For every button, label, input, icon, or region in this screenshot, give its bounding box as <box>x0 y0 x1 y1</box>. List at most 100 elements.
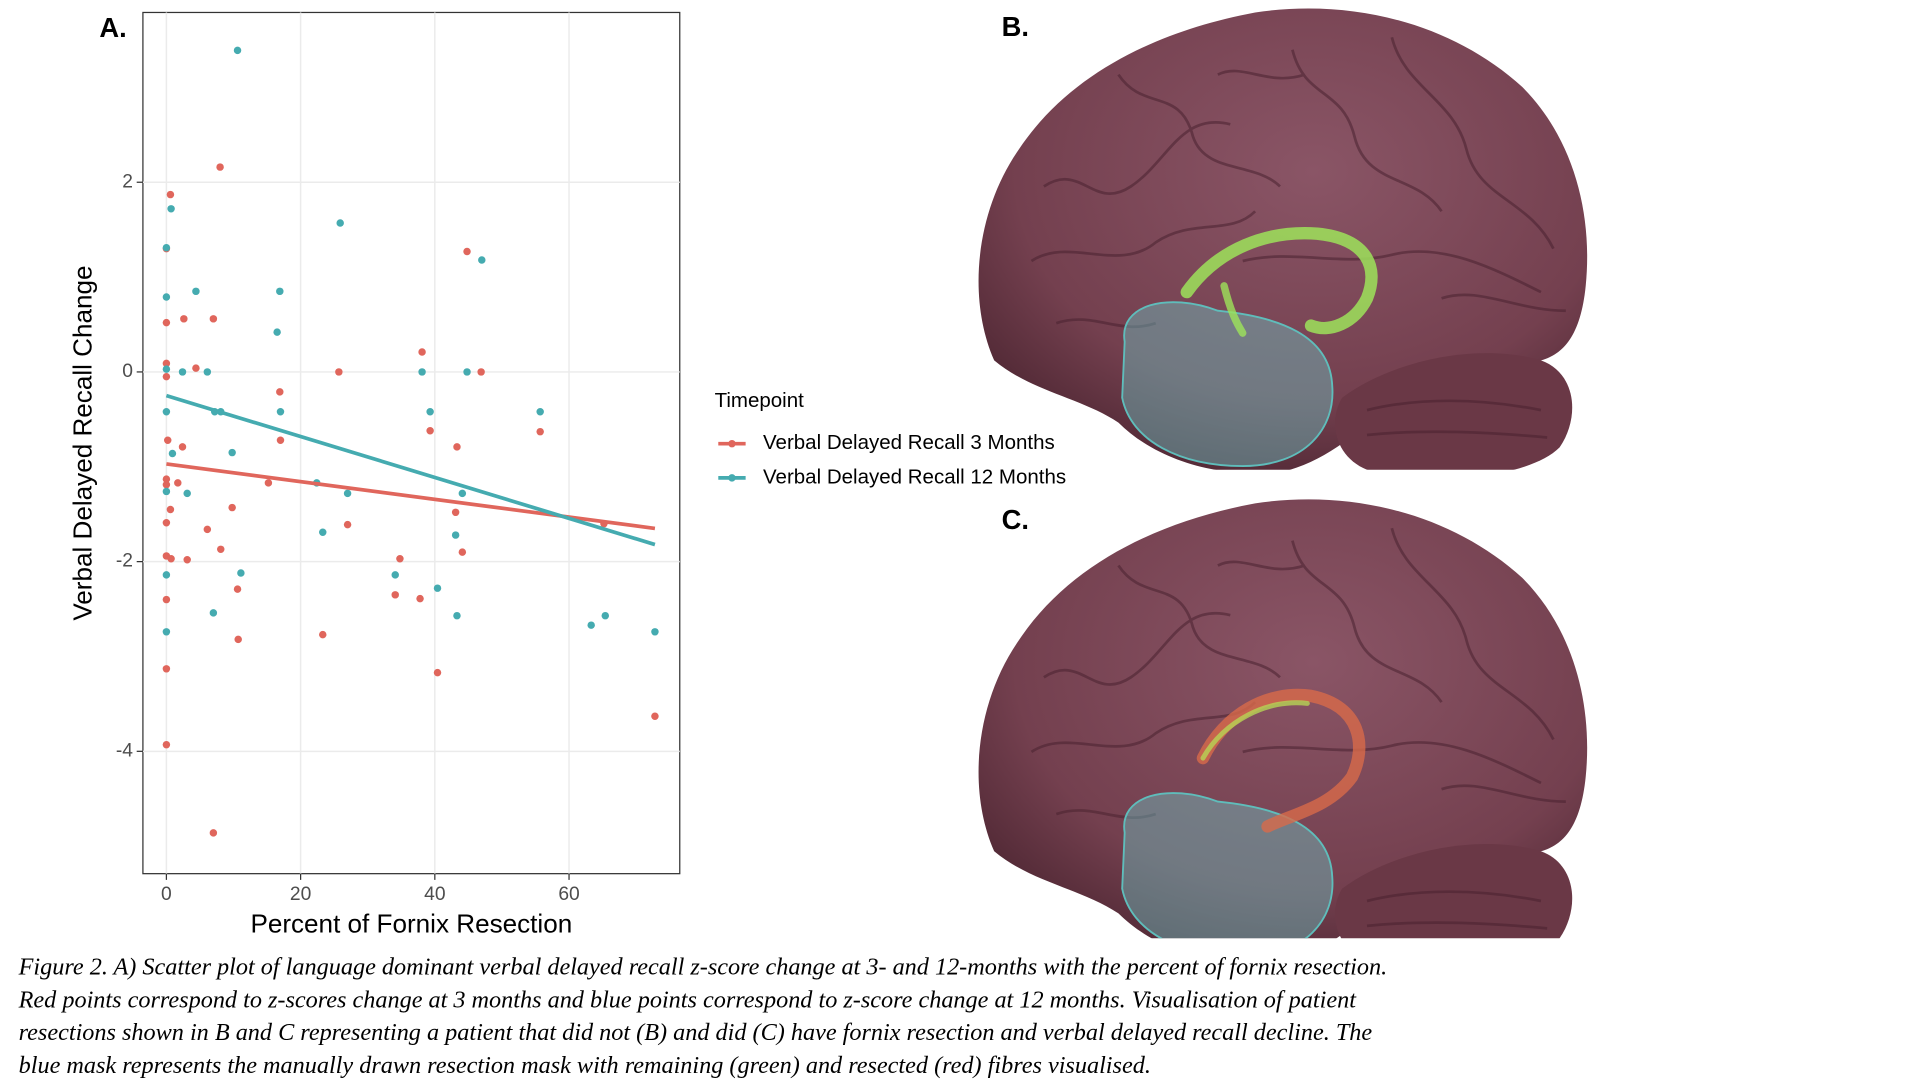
panel-label: C. <box>1002 504 1029 535</box>
legend-title: Timepoint <box>715 389 805 412</box>
point <box>162 519 171 527</box>
point <box>416 594 424 603</box>
point <box>174 479 182 487</box>
point <box>203 525 212 534</box>
point <box>162 481 171 489</box>
x-tick-label: 40 <box>424 884 445 905</box>
point <box>203 368 212 376</box>
point <box>162 372 171 381</box>
point <box>453 443 461 451</box>
point <box>178 368 187 376</box>
point <box>536 408 544 416</box>
y-tick-label: -4 <box>116 740 133 761</box>
brain-image-b <box>977 7 1589 470</box>
point <box>451 531 460 539</box>
point <box>426 408 434 416</box>
point <box>162 365 171 373</box>
point <box>276 408 285 416</box>
point <box>233 46 242 55</box>
point <box>162 243 171 252</box>
point <box>418 368 426 376</box>
point <box>453 611 461 620</box>
point <box>343 489 352 498</box>
point <box>209 609 218 617</box>
point <box>651 628 659 636</box>
y-tick-label: 0 <box>122 361 133 382</box>
point <box>216 163 224 171</box>
point <box>319 630 327 639</box>
point <box>162 487 171 496</box>
point <box>166 505 175 514</box>
point <box>167 555 175 563</box>
point <box>601 611 610 620</box>
plot-panel <box>142 11 681 875</box>
point <box>168 449 177 458</box>
point <box>458 489 467 498</box>
point <box>463 247 471 256</box>
x-tick-label: 20 <box>290 884 311 905</box>
point <box>192 364 200 372</box>
brain-image-c <box>977 497 1589 939</box>
point <box>162 571 171 579</box>
point <box>166 190 175 199</box>
legend-swatch <box>728 474 736 482</box>
legend-label: Verbal Delayed Recall 12 Months <box>763 465 1066 488</box>
point <box>192 287 200 296</box>
point <box>209 315 218 323</box>
panel-label: A. <box>99 12 126 43</box>
point <box>228 448 236 457</box>
point <box>433 584 442 592</box>
point <box>343 520 352 529</box>
point <box>336 219 344 227</box>
point <box>651 712 659 720</box>
x-axis-title: Percent of Fornix Resection <box>250 909 572 939</box>
point <box>162 740 171 749</box>
trend-line <box>166 462 656 531</box>
point <box>264 479 273 487</box>
point <box>162 628 171 636</box>
point <box>433 668 442 677</box>
point <box>180 315 188 323</box>
point <box>209 829 218 837</box>
caption-line: resections shown in B and C representing… <box>19 1019 1373 1046</box>
legend: Timepoint Verbal Delayed Recall 3 Months… <box>715 389 1067 488</box>
point <box>162 318 171 327</box>
point <box>276 287 284 296</box>
point <box>167 205 175 213</box>
point <box>418 348 426 356</box>
point <box>391 591 399 599</box>
point <box>477 368 485 376</box>
point <box>228 503 236 512</box>
point <box>335 368 343 376</box>
point <box>451 508 460 517</box>
x-tick-label: 60 <box>558 884 579 905</box>
point <box>233 585 242 593</box>
trend-line <box>165 393 656 547</box>
point <box>391 571 399 579</box>
point <box>183 489 191 498</box>
point <box>183 556 191 564</box>
point <box>463 368 471 376</box>
point <box>162 595 171 604</box>
y-tick-label: 2 <box>122 171 133 192</box>
point <box>478 256 486 264</box>
point <box>396 555 404 563</box>
point <box>273 328 281 336</box>
point <box>162 359 171 368</box>
caption-line: Red points correspond to z-scores change… <box>18 986 1358 1013</box>
point <box>162 293 171 301</box>
point <box>276 388 284 396</box>
legend-label: Verbal Delayed Recall 3 Months <box>763 431 1055 454</box>
panel-label: B. <box>1002 11 1029 42</box>
point <box>458 548 467 556</box>
point <box>587 621 595 629</box>
y-tick-label: -2 <box>116 551 133 572</box>
point <box>162 665 171 673</box>
point <box>178 443 187 451</box>
point <box>426 427 434 435</box>
point <box>217 545 225 554</box>
x-tick-label: 0 <box>161 884 172 905</box>
point <box>164 436 172 444</box>
